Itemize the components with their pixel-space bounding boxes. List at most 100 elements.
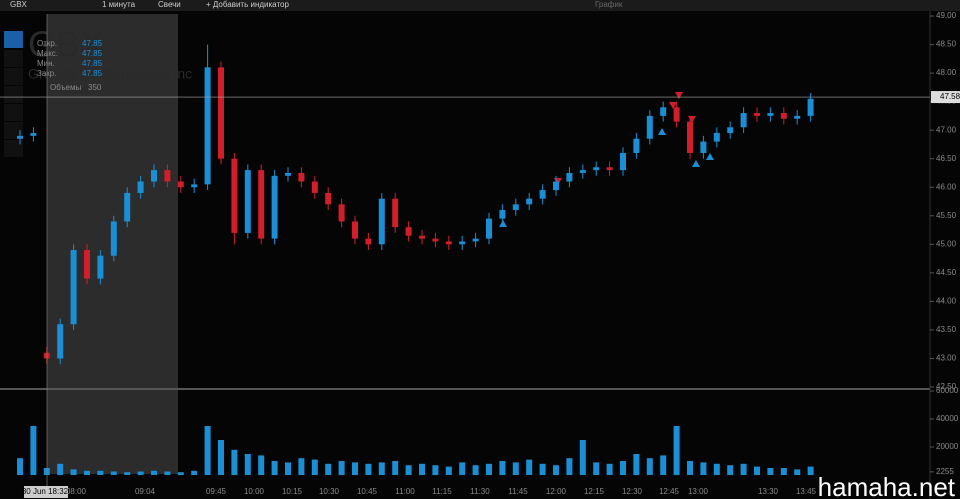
y-tick-label: 48.50 [936,40,957,49]
candle-body [432,238,439,242]
volume-bar [740,463,747,475]
candle-body [419,235,425,239]
sell-signal [669,102,677,109]
panel-title: График [595,0,623,9]
legend-label: Объемы [50,83,81,92]
volume-bar [780,468,787,475]
tool-cursor[interactable] [4,31,23,48]
volume-bar [17,458,23,475]
volume-bar [767,468,774,475]
volume-bar [754,466,760,475]
candle-body [499,210,506,219]
x-cursor-box [24,486,68,498]
candle-body [633,138,640,153]
tool-pan[interactable] [4,68,23,85]
x-tick-label: 11:30 [470,487,490,496]
candle-body [713,133,720,142]
candle-body [593,167,600,171]
last-price-label: 47.58 [940,92,960,101]
volume-bar [646,458,653,475]
candle-body [325,192,332,205]
candle-body [218,67,224,159]
volume-bar [298,458,305,475]
volume-bar [244,454,251,475]
legend-value: 47.85 [82,59,103,68]
volume-bar [553,465,559,475]
volume-bar [459,462,466,475]
volume-bar [432,465,439,475]
volume-bar [164,471,171,475]
buy-signal [658,128,666,135]
tool-rect[interactable] [4,140,23,157]
volume-bar [97,470,104,475]
volume-bar [177,472,184,475]
style[interactable]: Свечи [158,0,181,9]
candle-body [164,170,171,182]
volume-bar [673,426,680,475]
y2-tick-label: 2255 [936,467,954,476]
volume-bar [807,466,814,475]
volume-bar [620,461,626,475]
legend-value: 47.85 [82,39,103,48]
y-tick-label: 42.50 [936,382,957,391]
y-tick-label: 44.00 [936,296,957,305]
volume-bar [713,463,720,475]
tool-line[interactable] [4,86,23,103]
volume-bar [151,470,157,475]
volume-bar [70,469,77,475]
candle-body [298,172,305,182]
candle-body [526,198,533,205]
candle-body [191,184,198,188]
candle-body [17,135,23,139]
candle-body [258,170,265,239]
watermark-company: Greenbrier Companies Inc [28,66,192,82]
x-tick-label: 12:30 [622,487,643,496]
x-tick-label: 10:15 [282,487,303,496]
y-tick-label: 48.00 [936,68,957,77]
y-tick-label: 43.00 [936,354,957,363]
volume-bar [84,470,90,475]
candle-body [767,113,774,116]
y-tick-label: 43.50 [936,325,957,334]
candle-body [539,190,546,199]
volume-bar [204,426,211,475]
tool-zoom[interactable] [4,50,23,67]
candle-body [620,152,626,171]
candle-body [392,198,399,228]
candle-body [646,115,653,139]
x-tick-label: 12:00 [546,487,567,496]
candle-body [512,204,519,211]
volume-bar [325,463,332,475]
volume-bar [633,454,640,475]
candle-body [660,107,667,116]
candle-body [271,175,278,239]
candle-body [244,170,251,233]
candle-body [177,181,184,188]
x-tick-label: 11:15 [432,487,452,496]
candle-body [687,121,693,153]
buy-signal [499,220,507,227]
candle-body [754,113,760,116]
volume-bar [419,463,425,475]
symbol[interactable]: GBX [10,0,28,9]
tool-arrow[interactable] [4,104,23,121]
add-indicator[interactable]: + Добавить индикатор [206,0,289,9]
volume-bar [539,463,546,475]
volume-bar [124,472,131,475]
x-tick-label: 13:45 [796,487,817,496]
last-price-box [931,91,960,104]
signals [499,128,714,227]
volume-bar [405,465,412,475]
volume-bar [271,461,278,475]
y-tick-label: 45.50 [936,211,957,220]
tool-hline[interactable] [4,122,23,139]
candle-body [151,170,157,182]
x-tick-label: 12:45 [659,487,680,496]
x-tick-label: 10:00 [244,487,265,496]
candle-body [231,158,238,233]
volume-bar [352,462,358,475]
volume-bar [137,471,144,475]
volume-bar [191,470,198,475]
interval[interactable]: 1 минута [102,0,136,9]
